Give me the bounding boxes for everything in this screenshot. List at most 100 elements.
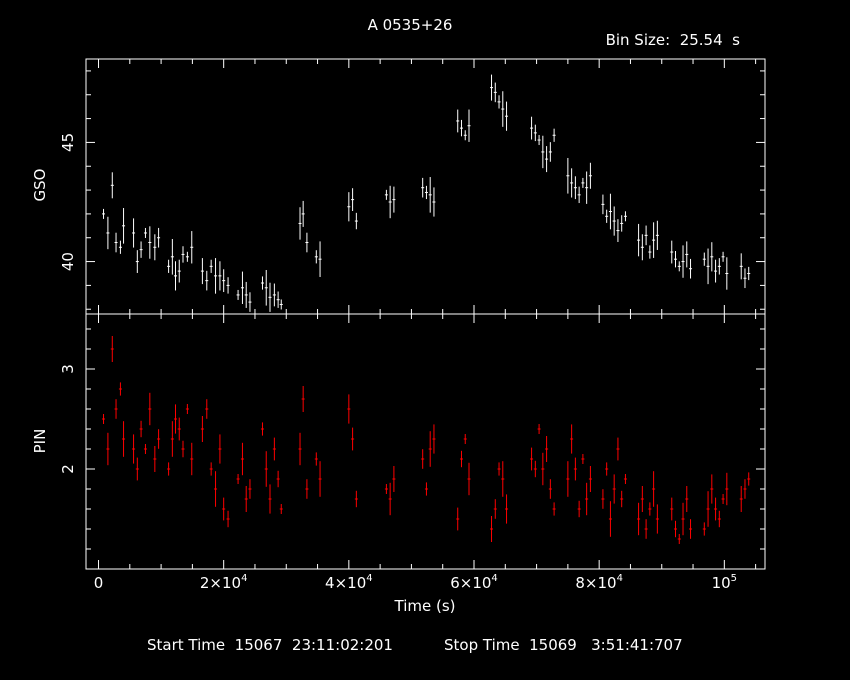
x-tick-label: 0 — [94, 574, 104, 592]
pin-point — [424, 482, 428, 496]
gso-point — [685, 241, 689, 268]
gso-point — [689, 258, 693, 279]
gso-point — [670, 240, 674, 264]
x-tick-label: 4×104 — [325, 573, 373, 592]
pin-point — [702, 522, 706, 536]
pin-point — [648, 502, 652, 516]
pin-point — [747, 472, 751, 486]
pin-point — [173, 404, 177, 434]
pin-point — [463, 434, 467, 444]
pin-point — [608, 501, 612, 537]
pin-point — [428, 431, 432, 467]
x-axis-label: Time (s) — [394, 597, 456, 615]
pin-point — [612, 474, 616, 504]
gso-point — [132, 218, 136, 248]
gso-point — [173, 261, 177, 291]
gso-point — [118, 240, 122, 254]
gso-series — [102, 74, 751, 312]
y-tick-label: 40 — [59, 252, 77, 271]
gso-point — [566, 157, 570, 194]
gso-point — [122, 208, 126, 244]
pin-axis-label: PIN — [31, 428, 49, 454]
pin-point — [354, 490, 358, 508]
pin-point — [620, 490, 624, 508]
gso-point — [702, 252, 706, 266]
gso-point — [314, 250, 318, 264]
y-tick-label: 2 — [59, 464, 77, 474]
gso-point — [548, 142, 552, 162]
gso-point — [185, 251, 189, 262]
pin-point — [153, 446, 157, 472]
gso-point — [264, 269, 268, 306]
y-tick-label: 45 — [59, 133, 77, 152]
pin-point — [157, 429, 161, 449]
pin-point — [541, 452, 545, 486]
pin-point — [533, 460, 537, 478]
pin-point — [205, 399, 209, 419]
pin-point — [537, 424, 541, 434]
pin-point — [139, 420, 143, 438]
pin-point — [689, 519, 693, 539]
gso-point — [640, 234, 644, 261]
gso-point — [497, 95, 501, 109]
gso-point — [110, 172, 114, 199]
pin-point — [588, 466, 592, 492]
pin-point — [392, 466, 396, 492]
bin-size-label: Bin Size: 25.54 s — [605, 31, 740, 49]
gso-point — [706, 248, 710, 285]
gso-point — [214, 258, 218, 294]
gso-point — [577, 186, 581, 204]
gso-point — [616, 219, 620, 242]
pin-point — [268, 484, 272, 514]
gso-point — [268, 282, 272, 312]
pin-point — [644, 519, 648, 539]
gso-axis-label: GSO — [31, 168, 49, 202]
pin-point — [570, 424, 574, 454]
pin-plot-frame — [85, 313, 766, 570]
gso-point — [351, 188, 355, 212]
x-tick-label: 8×104 — [575, 573, 623, 592]
pin-point — [384, 484, 388, 494]
pin-point — [177, 417, 181, 441]
gso-point — [209, 259, 213, 273]
gso-point — [298, 207, 302, 240]
gso-point — [424, 185, 428, 200]
gso-point — [384, 189, 388, 200]
gso-point — [537, 135, 541, 146]
gso-point — [505, 101, 509, 131]
gso-point — [301, 200, 305, 227]
pin-point — [501, 461, 505, 497]
pin-point — [110, 336, 114, 362]
gso-point — [655, 220, 659, 250]
pin-point — [573, 457, 577, 481]
pin-point — [209, 462, 213, 476]
pin-point — [240, 442, 244, 476]
gso-point — [170, 239, 174, 275]
pin-point — [623, 474, 627, 484]
pin-point — [347, 394, 351, 424]
pin-point — [681, 502, 685, 536]
pin-point — [226, 510, 230, 528]
gso-point — [648, 245, 652, 259]
gso-point — [388, 185, 392, 219]
gso-point — [721, 251, 725, 262]
gso-point — [677, 261, 681, 272]
gso-point — [428, 177, 432, 213]
gso-point — [135, 250, 139, 273]
pin-point — [218, 434, 222, 464]
pin-point — [279, 504, 283, 514]
pin-point — [181, 440, 185, 458]
gso-point — [530, 116, 534, 140]
pin-point — [114, 399, 118, 419]
gso-point — [421, 177, 425, 198]
gso-point — [623, 211, 627, 222]
pin-point — [143, 444, 147, 454]
gso-point — [240, 271, 244, 304]
x-tick-label: 105 — [712, 573, 737, 592]
pin-point — [118, 382, 122, 396]
pin-point — [264, 451, 268, 487]
pin-point — [148, 392, 152, 426]
pin-point — [467, 462, 471, 496]
pin-point — [318, 461, 322, 497]
gso-point — [717, 258, 721, 275]
